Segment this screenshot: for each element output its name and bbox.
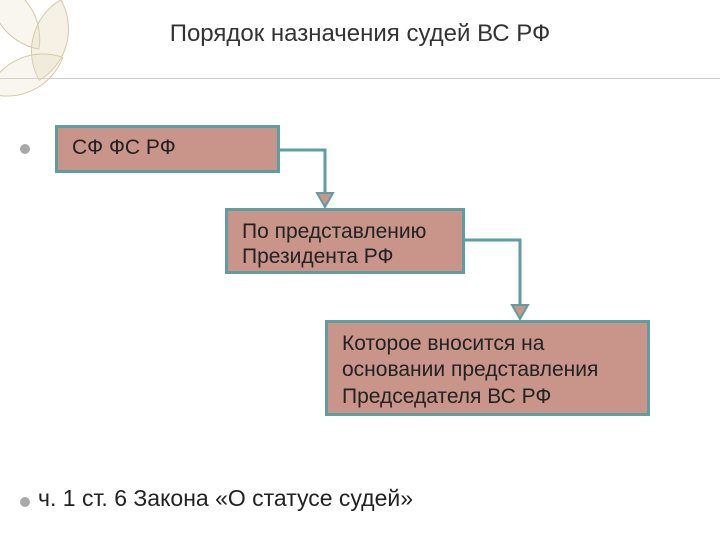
flow-box-3: Которое вносится на основании представле…	[325, 320, 650, 416]
connector-1	[280, 145, 350, 215]
box-label: СФ ФС РФ	[72, 136, 176, 159]
box-label: Которое вносится на основании представле…	[342, 332, 598, 408]
bullet-icon	[20, 144, 30, 154]
page-title: Порядок назначения судей ВС РФ	[0, 0, 720, 48]
flow-box-2: По представлению Президента РФ	[225, 208, 465, 274]
box-label: По представлению Президента РФ	[242, 220, 426, 268]
corner-decoration	[0, 0, 90, 130]
footnote-text: ч. 1 ст. 6 Закона «О статусе судей»	[38, 485, 413, 512]
bullet-icon	[20, 497, 30, 507]
flow-box-1: СФ ФС РФ	[55, 125, 280, 173]
title-rule	[0, 78, 720, 79]
connector-2	[465, 235, 545, 327]
